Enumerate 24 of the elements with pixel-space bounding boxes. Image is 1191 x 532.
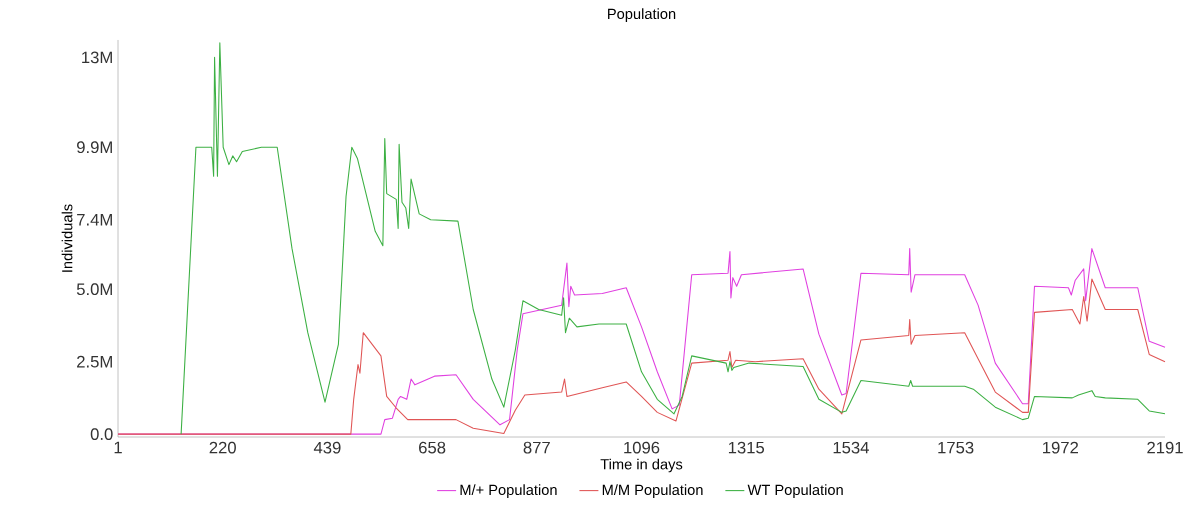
y-tick-label: 0.0 [90,428,113,441]
legend-label: M/M Population [602,484,703,498]
x-tick-label: 1972 [1043,441,1078,454]
y-tick-label: 5.0M [76,283,112,296]
y-axis-title: Individuals [61,204,73,272]
y-tick-label: 9.9M [77,141,112,154]
chart-title: Population [608,8,676,22]
x-tick-label: 439 [313,441,341,454]
x-tick-label: 658 [419,441,446,454]
x-tick-label: 1096 [624,441,660,454]
y-tick-label: 13M [82,51,112,64]
y-tick-label: 7.4M [77,213,112,226]
legend-label: WT Population [747,484,843,498]
x-tick-label: 877 [523,441,550,454]
x-axis-title: Time in days [600,458,683,473]
x-tick-label: 220 [209,441,236,454]
x-tick-label: 1534 [833,441,869,454]
y-tick-label: 2.5M [77,355,112,368]
x-tick-label: 1753 [938,441,974,454]
line-series [180,42,1166,435]
x-tick-label: 2191 [1147,441,1183,454]
x-tick-label: 1315 [728,441,765,454]
legend-label: M/+ Population [460,484,557,498]
x-tick-label: 1 [114,441,122,454]
